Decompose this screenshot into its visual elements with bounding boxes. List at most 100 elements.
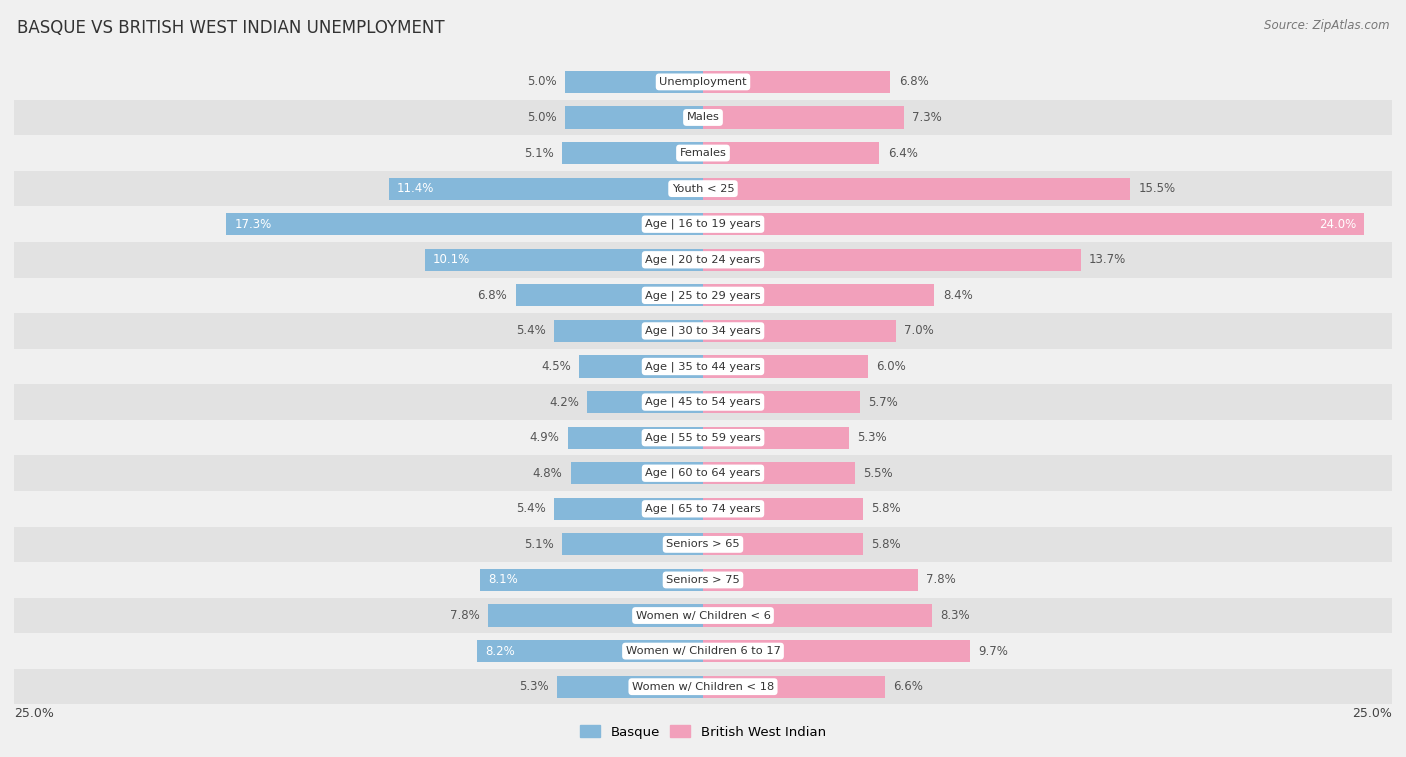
Bar	[562, 534, 703, 556]
Text: Women w/ Children < 6: Women w/ Children < 6	[636, 611, 770, 621]
Bar	[557, 676, 703, 698]
Text: 4.5%: 4.5%	[541, 360, 571, 373]
Bar	[703, 71, 890, 93]
Bar	[14, 456, 1392, 491]
Bar	[14, 491, 1392, 527]
Text: Source: ZipAtlas.com: Source: ZipAtlas.com	[1264, 19, 1389, 32]
Text: 6.6%: 6.6%	[893, 681, 922, 693]
Bar	[14, 634, 1392, 669]
Bar	[565, 71, 703, 93]
Text: 5.3%: 5.3%	[858, 431, 887, 444]
Bar	[14, 207, 1392, 242]
Bar	[703, 142, 879, 164]
Bar	[579, 356, 703, 378]
Text: Age | 20 to 24 years: Age | 20 to 24 years	[645, 254, 761, 265]
Bar	[554, 498, 703, 520]
Bar	[14, 527, 1392, 562]
Text: 15.5%: 15.5%	[1139, 182, 1175, 195]
Text: Males: Males	[686, 113, 720, 123]
Text: 5.1%: 5.1%	[524, 147, 554, 160]
Text: 8.1%: 8.1%	[488, 574, 517, 587]
Bar	[14, 136, 1392, 171]
Bar	[479, 569, 703, 591]
Text: 5.0%: 5.0%	[527, 76, 557, 89]
Text: 5.7%: 5.7%	[869, 396, 898, 409]
Text: 25.0%: 25.0%	[14, 707, 53, 720]
Bar	[703, 569, 918, 591]
Text: 8.3%: 8.3%	[941, 609, 970, 622]
Bar	[488, 605, 703, 627]
Text: 7.8%: 7.8%	[450, 609, 479, 622]
Text: Age | 45 to 54 years: Age | 45 to 54 years	[645, 397, 761, 407]
Bar	[703, 249, 1081, 271]
Text: Seniors > 75: Seniors > 75	[666, 575, 740, 585]
Bar	[565, 107, 703, 129]
Text: Age | 25 to 29 years: Age | 25 to 29 years	[645, 290, 761, 301]
Bar	[562, 142, 703, 164]
Bar	[703, 498, 863, 520]
Bar	[703, 178, 1130, 200]
Bar	[703, 356, 869, 378]
Bar	[14, 100, 1392, 136]
Text: 11.4%: 11.4%	[396, 182, 434, 195]
Text: 5.5%: 5.5%	[863, 467, 893, 480]
Text: Age | 65 to 74 years: Age | 65 to 74 years	[645, 503, 761, 514]
Bar	[571, 463, 703, 484]
Bar	[516, 285, 703, 307]
Bar	[703, 107, 904, 129]
Bar	[14, 171, 1392, 207]
Bar	[703, 676, 884, 698]
Text: 25.0%: 25.0%	[1353, 707, 1392, 720]
Bar	[14, 562, 1392, 598]
Text: Seniors > 65: Seniors > 65	[666, 540, 740, 550]
Text: 5.3%: 5.3%	[519, 681, 548, 693]
Text: 4.8%: 4.8%	[533, 467, 562, 480]
Text: 7.3%: 7.3%	[912, 111, 942, 124]
Text: 6.8%: 6.8%	[898, 76, 928, 89]
Bar	[588, 391, 703, 413]
Text: 5.0%: 5.0%	[527, 111, 557, 124]
Text: 8.4%: 8.4%	[943, 289, 973, 302]
Text: 5.8%: 5.8%	[872, 538, 901, 551]
Text: 10.1%: 10.1%	[433, 254, 470, 266]
Bar	[14, 598, 1392, 634]
Text: 24.0%: 24.0%	[1319, 218, 1357, 231]
Bar	[554, 320, 703, 342]
Bar	[14, 385, 1392, 420]
Bar	[389, 178, 703, 200]
Text: BASQUE VS BRITISH WEST INDIAN UNEMPLOYMENT: BASQUE VS BRITISH WEST INDIAN UNEMPLOYME…	[17, 19, 444, 37]
Text: 13.7%: 13.7%	[1088, 254, 1126, 266]
Bar	[703, 320, 896, 342]
Bar	[568, 427, 703, 449]
Text: 6.0%: 6.0%	[876, 360, 907, 373]
Bar	[703, 640, 970, 662]
Text: 5.8%: 5.8%	[872, 503, 901, 516]
Text: Age | 30 to 34 years: Age | 30 to 34 years	[645, 326, 761, 336]
Text: 5.4%: 5.4%	[516, 503, 546, 516]
Text: 7.0%: 7.0%	[904, 325, 934, 338]
Text: Age | 60 to 64 years: Age | 60 to 64 years	[645, 468, 761, 478]
Text: Age | 16 to 19 years: Age | 16 to 19 years	[645, 219, 761, 229]
Text: 9.7%: 9.7%	[979, 645, 1008, 658]
Text: 8.2%: 8.2%	[485, 645, 515, 658]
Bar	[477, 640, 703, 662]
Bar	[703, 605, 932, 627]
Bar	[14, 313, 1392, 349]
Text: 17.3%: 17.3%	[235, 218, 271, 231]
Bar	[14, 64, 1392, 100]
Bar	[14, 278, 1392, 313]
Legend: Basque, British West Indian: Basque, British West Indian	[575, 720, 831, 744]
Text: Women w/ Children 6 to 17: Women w/ Children 6 to 17	[626, 646, 780, 656]
Text: Women w/ Children < 18: Women w/ Children < 18	[631, 681, 775, 692]
Bar	[14, 242, 1392, 278]
Text: Age | 55 to 59 years: Age | 55 to 59 years	[645, 432, 761, 443]
Text: 5.1%: 5.1%	[524, 538, 554, 551]
Bar	[703, 213, 1364, 235]
Bar	[14, 420, 1392, 456]
Text: Age | 35 to 44 years: Age | 35 to 44 years	[645, 361, 761, 372]
Text: 6.4%: 6.4%	[887, 147, 918, 160]
Bar	[226, 213, 703, 235]
Text: 4.2%: 4.2%	[550, 396, 579, 409]
Bar	[703, 285, 935, 307]
Bar	[703, 463, 855, 484]
